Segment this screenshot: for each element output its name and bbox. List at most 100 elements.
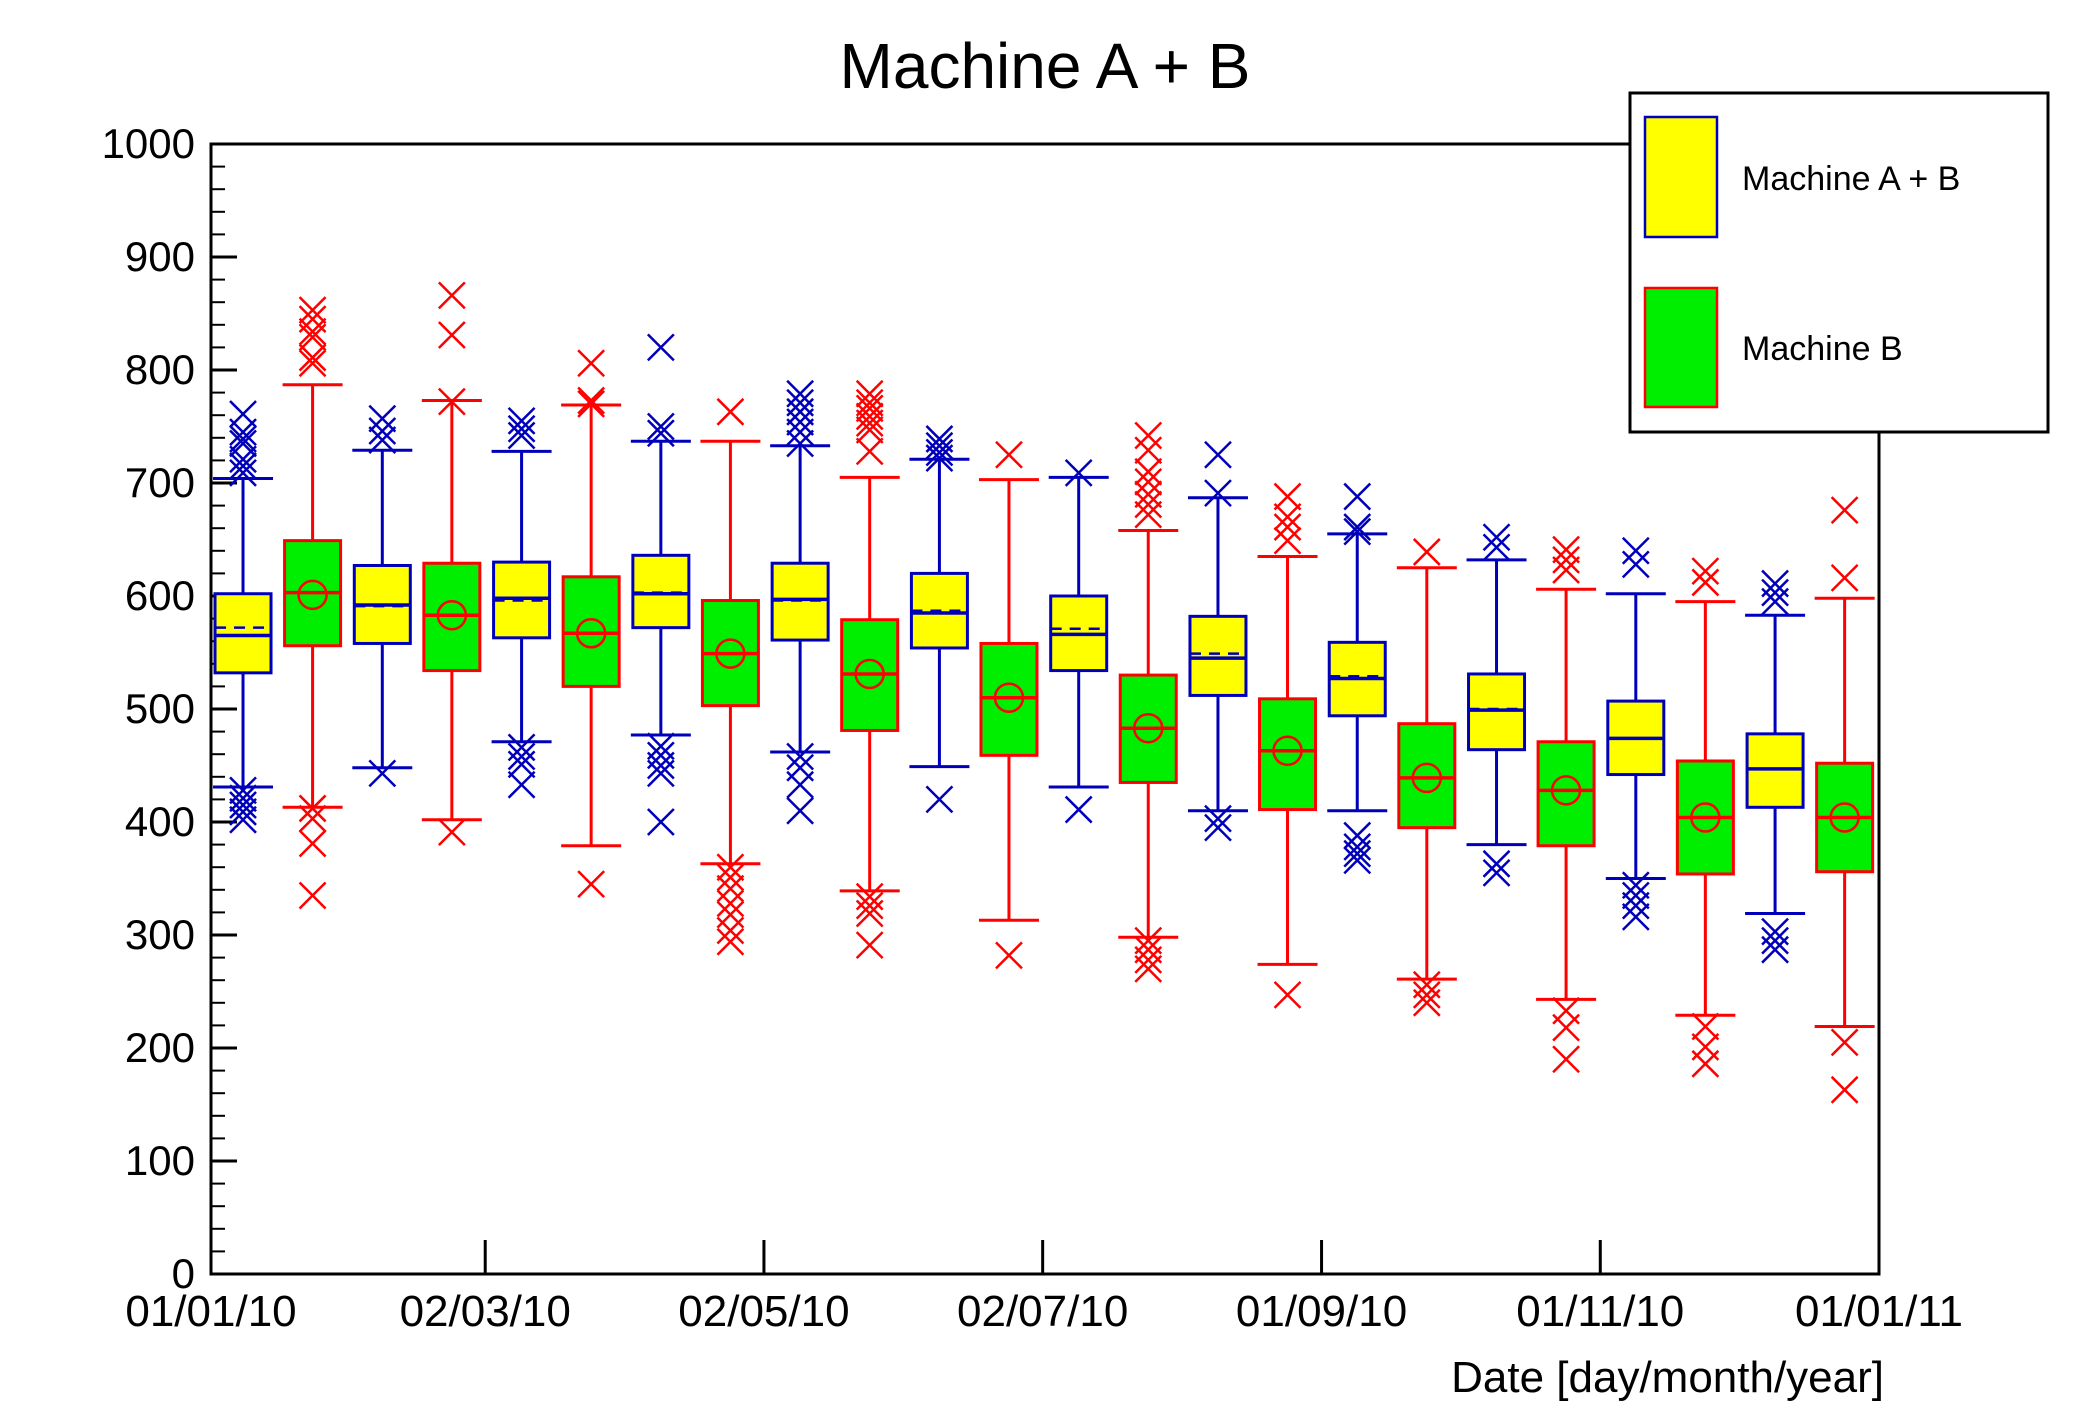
outlier-x-marker: [1134, 945, 1163, 974]
outlier-x-marker: [229, 776, 257, 805]
outlier-x-marker: [855, 891, 884, 920]
outlier-x-marker: [298, 829, 327, 858]
y-tick-label: 1000: [102, 120, 195, 167]
y-tick-label: 600: [125, 572, 195, 619]
y-tick-label: 800: [125, 346, 195, 393]
outlier-x-marker: [1761, 578, 1789, 607]
outlier-x-marker: [1343, 832, 1372, 861]
outlier-x-marker: [716, 863, 745, 892]
outlier-x-marker: [786, 770, 815, 799]
outlier-x-marker: [716, 927, 745, 956]
outlier-x-marker: [1552, 1045, 1580, 1074]
outlier-x-marker: [855, 388, 884, 417]
outlier-x-marker: [298, 317, 327, 346]
candle-box: [1258, 697, 1318, 812]
outlier-x-marker: [1482, 858, 1511, 887]
x-tick-label: 02/05/10: [678, 1287, 849, 1336]
outlier-x-marker: [1761, 926, 1789, 955]
outlier-x-marker: [229, 805, 257, 834]
outlier-x-marker: [437, 321, 466, 349]
outlier-x-marker: [368, 404, 397, 433]
outlier-x-marker: [1482, 849, 1511, 878]
outlier-x-marker: [1830, 1075, 1859, 1104]
outlier-x-marker: [1343, 839, 1372, 868]
outlier-x-marker: [1134, 500, 1163, 529]
x-tick-label: 01/11/10: [1516, 1287, 1684, 1336]
outlier-x-marker: [507, 770, 536, 799]
x-tick-label: 02/07/10: [957, 1287, 1128, 1336]
candle-box: [213, 592, 273, 675]
outlier-x-marker: [1134, 955, 1163, 983]
outlier-x-marker: [1412, 981, 1441, 1009]
outlier-x-marker: [368, 426, 397, 454]
outlier-x-marker: [298, 349, 327, 378]
outlier-x-marker: [1552, 535, 1580, 564]
legend-swatch-machine-b: [1643, 286, 1719, 409]
outlier-x-marker: [1064, 795, 1093, 824]
outlier-x-marker: [995, 941, 1023, 970]
legend-label-machine-a-b: Machine A + B: [1742, 160, 1960, 198]
outlier-x-marker: [1552, 556, 1580, 584]
outlier-x-marker: [1621, 891, 1650, 920]
outlier-x-marker: [1482, 533, 1511, 562]
outlier-x-marker: [1691, 1012, 1720, 1041]
outlier-x-marker: [786, 397, 815, 426]
outlier-x-marker: [1621, 536, 1650, 565]
legend-swatch-machine-a-b: [1643, 115, 1719, 239]
outlier-x-marker: [229, 797, 257, 826]
mean-circle-marker: [715, 638, 746, 669]
y-tick-label: 700: [125, 459, 195, 506]
outlier-x-marker: [716, 397, 745, 426]
y-tick-label: 200: [125, 1024, 195, 1071]
outlier-x-marker: [1761, 935, 1789, 964]
outlier-x-marker: [786, 742, 815, 771]
outlier-x-marker: [716, 874, 745, 903]
outlier-x-marker: [1273, 526, 1302, 555]
outlier-x-marker: [1691, 568, 1720, 597]
outlier-x-marker: [646, 751, 675, 780]
y-tick-label: 300: [125, 911, 195, 958]
outlier-x-marker: [1134, 490, 1163, 519]
outlier-x-marker: [1134, 480, 1163, 509]
outlier-x-marker: [995, 440, 1023, 469]
outlier-x-marker: [229, 445, 257, 474]
outlier-x-marker: [229, 418, 257, 447]
outlier-x-marker: [1830, 1028, 1859, 1057]
outlier-x-marker: [925, 444, 954, 473]
mean-circle-marker: [1411, 762, 1443, 794]
outlier-x-marker: [507, 421, 536, 450]
outlier-x-marker: [1343, 513, 1372, 541]
outlier-x-marker: [1134, 457, 1163, 486]
chart-title: Machine A + B: [840, 30, 1251, 102]
outlier-x-marker: [925, 785, 954, 814]
mean-circle-marker: [575, 618, 607, 649]
outlier-x-marker: [1830, 496, 1859, 525]
outlier-x-marker: [1621, 881, 1650, 910]
outlier-x-marker: [298, 296, 327, 324]
outlier-x-marker: [855, 409, 884, 437]
y-tick-label: 500: [125, 685, 195, 732]
outlier-x-marker: [855, 379, 884, 408]
outlier-x-marker: [1204, 479, 1232, 508]
outlier-x-marker: [1273, 513, 1302, 541]
x-tick-label: 01/01/10: [125, 1287, 296, 1336]
outlier-x-marker: [716, 853, 745, 882]
outlier-x-marker: [1273, 503, 1302, 531]
outlier-x-marker: [855, 394, 884, 423]
x-axis-title: Date [day/month/year]: [1451, 1353, 1884, 1402]
outlier-x-marker: [298, 323, 327, 352]
outlier-x-marker: [229, 452, 257, 480]
mean-circle-marker: [1690, 802, 1721, 833]
outlier-x-marker: [437, 818, 466, 847]
outlier-x-marker: [229, 784, 257, 813]
outlier-x-marker: [1412, 538, 1441, 566]
outlier-x-marker: [786, 418, 815, 447]
outlier-x-marker: [1273, 981, 1302, 1009]
outlier-x-marker: [786, 388, 815, 417]
x-tick-label: 01/01/11: [1795, 1287, 1963, 1336]
legend: Machine A + B Machine B: [1628, 91, 2050, 434]
outlier-x-marker: [507, 742, 536, 771]
outlier-x-marker: [1273, 482, 1302, 511]
outlier-x-marker: [1552, 1013, 1580, 1042]
